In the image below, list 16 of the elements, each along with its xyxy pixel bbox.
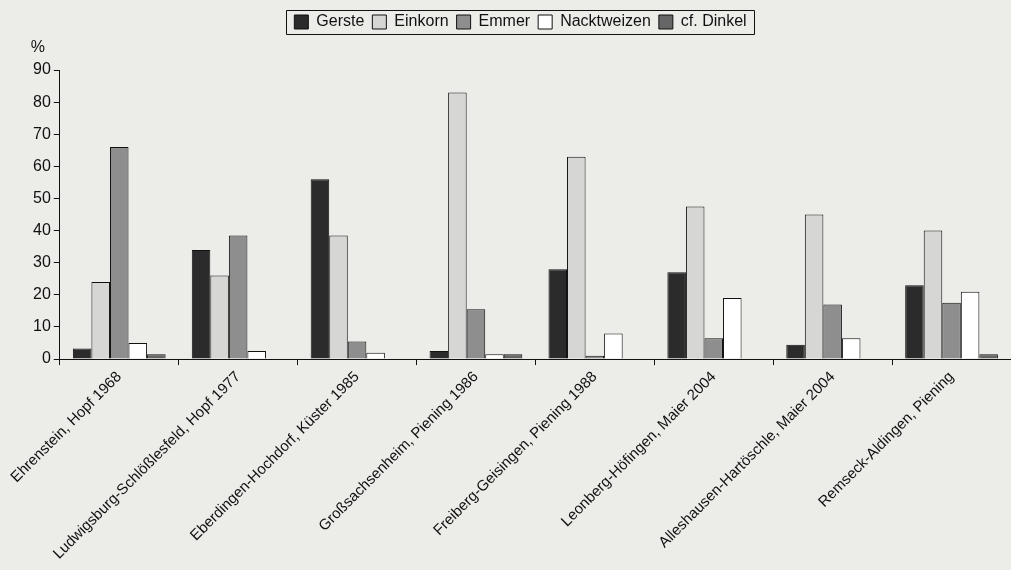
y-tick-label: 10 <box>33 317 51 335</box>
legend-label: Nacktweizen <box>560 12 651 30</box>
y-tick-label: 90 <box>33 60 51 78</box>
y-tick-label: 30 <box>33 253 51 271</box>
legend-label: Einkorn <box>394 12 449 30</box>
y-tick-label: 60 <box>33 156 51 174</box>
legend-label: cf. Dinkel <box>680 12 747 30</box>
y-tick-label: 80 <box>33 92 51 110</box>
y-tick-label: 40 <box>33 221 51 239</box>
y-tick-label: 0 <box>41 349 51 367</box>
y-tick-label: 20 <box>33 285 51 303</box>
y-tick-label: 70 <box>33 124 51 142</box>
y-axis-title: % <box>30 38 45 56</box>
y-tick-label: 50 <box>33 188 51 206</box>
legend-label: Gerste <box>316 12 365 30</box>
legend-label: Emmer <box>478 12 531 30</box>
